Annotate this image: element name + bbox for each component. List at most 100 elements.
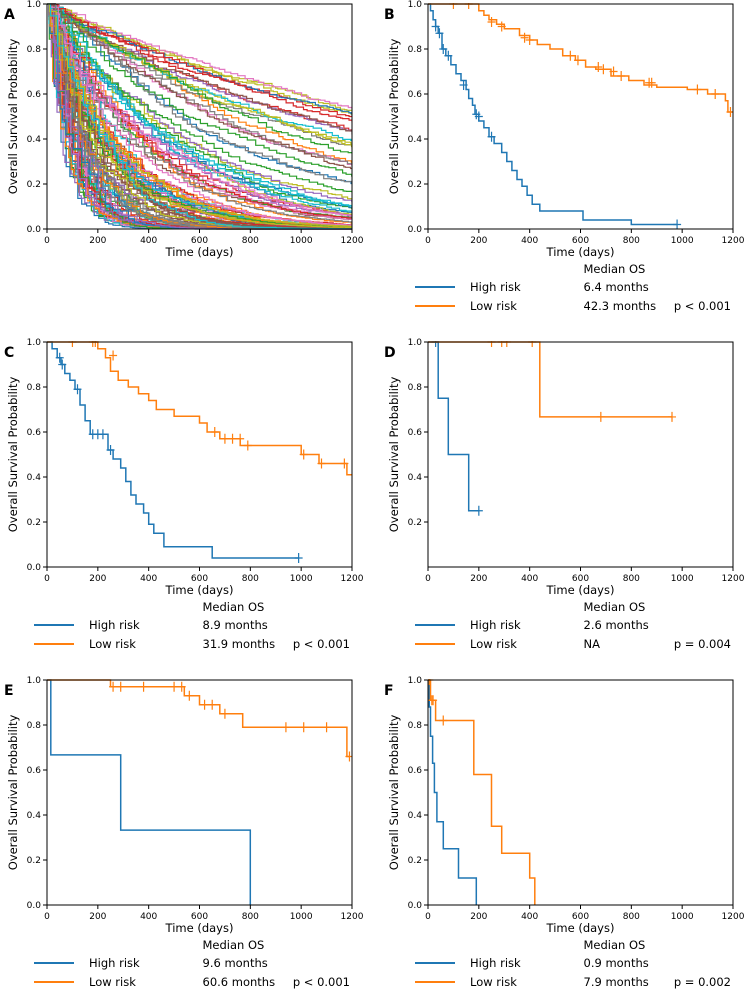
y-tick-label: 0.6 bbox=[27, 428, 42, 438]
survival-curve bbox=[47, 3, 352, 170]
x-tick-label: 600 bbox=[191, 236, 208, 246]
censor-mark bbox=[726, 107, 733, 117]
censor-mark bbox=[299, 449, 308, 460]
censor-mark bbox=[474, 111, 483, 122]
y-tick-label: 0.8 bbox=[27, 383, 42, 393]
y-tick-label: 1.0 bbox=[27, 338, 42, 348]
legend-label-low: Low risk bbox=[470, 637, 517, 651]
y-tick-label: 1.0 bbox=[408, 0, 423, 10]
censor-mark bbox=[596, 411, 605, 422]
x-tick-label: 200 bbox=[89, 236, 106, 246]
censor-mark bbox=[487, 131, 496, 142]
y-tick-label: 0.8 bbox=[408, 721, 423, 731]
censor-mark bbox=[497, 21, 506, 32]
y-tick-label: 0.6 bbox=[27, 90, 42, 100]
y-tick-label: 0.0 bbox=[27, 563, 42, 573]
y-tick-label: 0.4 bbox=[27, 811, 42, 821]
low-risk-curve bbox=[47, 341, 352, 476]
censor-mark bbox=[429, 695, 438, 706]
legend-label-high: High risk bbox=[470, 956, 521, 970]
censor-mark bbox=[200, 699, 209, 710]
censor-mark bbox=[435, 28, 444, 39]
x-tick-label: 0 bbox=[425, 912, 431, 922]
y-tick-label: 1.0 bbox=[408, 338, 423, 348]
y-tick-label: 0.6 bbox=[408, 766, 423, 776]
censor-mark bbox=[668, 411, 676, 422]
high-risk-curve bbox=[47, 341, 299, 559]
survival-curve bbox=[47, 3, 352, 223]
x-axis-label: Time (days) bbox=[165, 921, 234, 935]
panel-label: A bbox=[4, 7, 15, 23]
x-tick-label: 1200 bbox=[722, 236, 744, 246]
survival-curve bbox=[47, 3, 352, 110]
censor-mark bbox=[139, 681, 148, 692]
x-tick-label: 200 bbox=[470, 574, 487, 584]
y-tick-label: 0.6 bbox=[27, 766, 42, 776]
y-tick-label: 0.2 bbox=[27, 518, 41, 528]
panel-label: C bbox=[4, 345, 14, 361]
axes-frame bbox=[427, 3, 734, 230]
x-tick-label: 400 bbox=[140, 912, 157, 922]
legend-header: Median OS bbox=[584, 938, 646, 952]
censor-mark bbox=[220, 708, 229, 719]
x-tick-label: 1200 bbox=[722, 574, 744, 584]
y-axis-label: Overall Survival Probability bbox=[6, 715, 20, 871]
censor-mark bbox=[317, 458, 326, 469]
censor-mark bbox=[236, 433, 245, 444]
panel-label: F bbox=[384, 683, 394, 699]
y-tick-label: 0.6 bbox=[408, 90, 423, 100]
x-tick-label: 600 bbox=[572, 912, 589, 922]
censor-mark bbox=[294, 553, 303, 563]
y-tick-label: 0.0 bbox=[408, 901, 423, 911]
legend-label-low: Low risk bbox=[470, 975, 517, 989]
legend: Median OS High risk 9.6 months Low risk 60.6… bbox=[34, 938, 350, 989]
survival-curve bbox=[47, 3, 352, 112]
x-tick-label: 0 bbox=[44, 236, 50, 246]
y-tick-label: 0.8 bbox=[408, 383, 423, 393]
legend-label-high: High risk bbox=[470, 280, 521, 294]
survival-curve bbox=[47, 3, 352, 228]
panel-label: B bbox=[384, 7, 395, 23]
y-tick-label: 1.0 bbox=[408, 676, 423, 686]
legend-median-high: 9.6 months bbox=[203, 956, 268, 970]
p-value: p = 0.002 bbox=[674, 975, 731, 989]
survival-curve bbox=[47, 3, 352, 230]
panel-a: A 0 200 400 600 800 1000 1200 0.0 0.2 0.4 0.6 0.8 1.0… bbox=[4, 0, 364, 259]
legend-label-high: High risk bbox=[89, 956, 140, 970]
x-tick-label: 200 bbox=[89, 912, 106, 922]
x-axis-label: Time (days) bbox=[165, 245, 234, 259]
x-tick-label: 600 bbox=[191, 574, 208, 584]
censor-mark bbox=[525, 35, 534, 45]
censor-mark bbox=[566, 50, 575, 61]
x-tick-label: 200 bbox=[89, 574, 106, 584]
panel-label: D bbox=[384, 345, 396, 361]
x-tick-label: 1000 bbox=[290, 236, 313, 246]
censor-mark bbox=[487, 17, 496, 27]
x-tick-label: 0 bbox=[425, 574, 431, 584]
p-value: p < 0.001 bbox=[293, 975, 350, 989]
x-tick-label: 1000 bbox=[290, 912, 313, 922]
censor-mark bbox=[109, 681, 118, 692]
x-tick-label: 1200 bbox=[722, 912, 744, 922]
x-tick-label: 1200 bbox=[341, 236, 364, 246]
survival-curve bbox=[47, 3, 352, 221]
x-tick-label: 400 bbox=[140, 236, 157, 246]
x-tick-label: 400 bbox=[521, 912, 538, 922]
plot-area bbox=[47, 3, 352, 230]
legend-header: Median OS bbox=[203, 938, 265, 952]
censor-mark bbox=[609, 66, 618, 77]
y-axis-label: Overall Survival Probability bbox=[6, 377, 20, 533]
y-tick-label: 0.2 bbox=[408, 856, 422, 866]
survival-curve bbox=[47, 3, 352, 217]
censor-mark bbox=[474, 505, 483, 516]
y-axis-label: Overall Survival Probability bbox=[6, 39, 20, 195]
censor-mark bbox=[299, 722, 308, 733]
censor-mark bbox=[73, 384, 82, 395]
x-tick-label: 800 bbox=[623, 574, 640, 584]
legend-median-low: 60.6 months bbox=[203, 975, 276, 989]
x-tick-label: 1000 bbox=[671, 912, 694, 922]
legend: Median OS High risk 0.9 months Low risk 7.9 … bbox=[415, 938, 731, 989]
x-tick-label: 800 bbox=[623, 912, 640, 922]
censor-mark bbox=[439, 715, 448, 726]
censor-mark bbox=[673, 219, 682, 230]
